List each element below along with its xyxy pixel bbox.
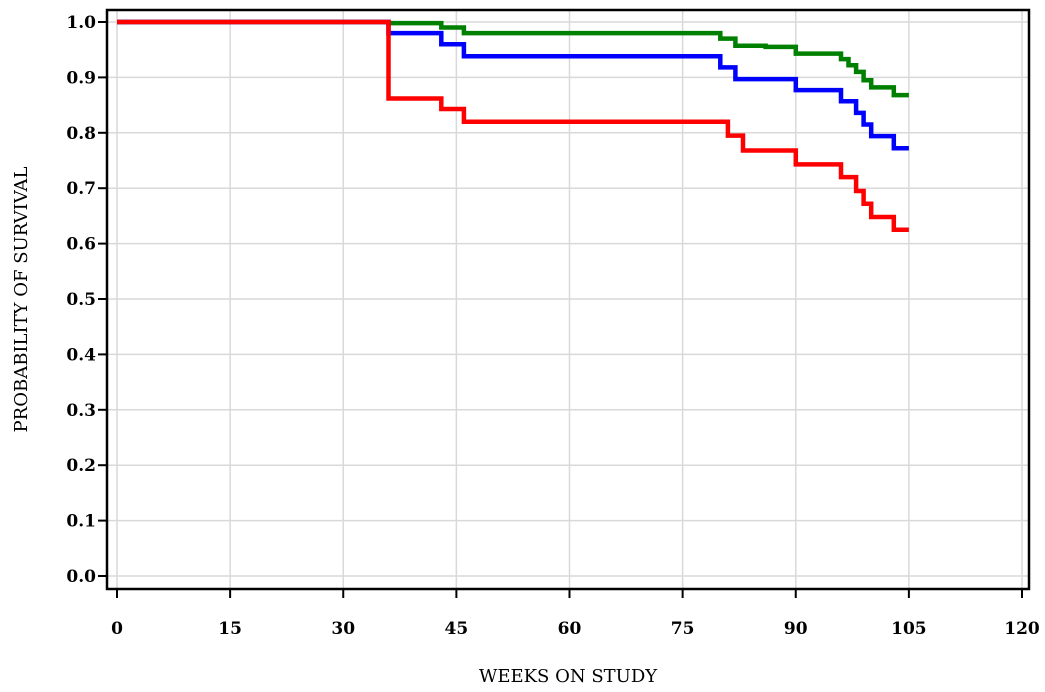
y-tick-label-5: 0.5 bbox=[66, 290, 96, 310]
x-tick-labels: 0 15 30 45 60 75 90 105 120 bbox=[111, 619, 1040, 639]
series-line-3 bbox=[117, 19, 909, 233]
x-tick-label-8: 120 bbox=[1004, 619, 1040, 639]
series-line-2 bbox=[117, 19, 909, 151]
x-axis-title: WEEKS ON STUDY bbox=[479, 666, 658, 687]
x-tick-label-3: 45 bbox=[445, 619, 469, 639]
axis-ticks bbox=[98, 21, 1023, 598]
y-tick-label-10: 1.0 bbox=[66, 13, 96, 33]
series-lines bbox=[117, 19, 909, 233]
y-tick-label-0: 0.0 bbox=[66, 567, 96, 587]
grid-lines bbox=[107, 10, 1029, 589]
y-tick-label-8: 0.8 bbox=[66, 124, 96, 144]
y-tick-label-6: 0.6 bbox=[66, 235, 96, 255]
y-tick-labels: 0.0 0.1 0.2 0.3 0.4 0.5 0.6 0.7 0.8 0.9 1.0 bbox=[66, 13, 96, 587]
x-tick-label-4: 60 bbox=[558, 619, 582, 639]
y-tick-label-3: 0.3 bbox=[66, 401, 96, 421]
series-line-1 bbox=[117, 19, 909, 98]
y-tick-label-4: 0.4 bbox=[66, 345, 96, 365]
y-tick-label-9: 0.9 bbox=[66, 68, 96, 88]
y-tick-label-2: 0.2 bbox=[66, 456, 96, 476]
y-axis-title: PROBABILITY OF SURVIVAL bbox=[11, 167, 32, 433]
x-tick-label-2: 30 bbox=[331, 619, 355, 639]
y-tick-label-1: 0.1 bbox=[66, 512, 96, 532]
y-tick-label-7: 0.7 bbox=[66, 179, 96, 199]
x-tick-label-1: 15 bbox=[218, 619, 242, 639]
x-tick-label-0: 0 bbox=[111, 619, 123, 639]
x-tick-label-6: 90 bbox=[784, 619, 808, 639]
x-tick-label-7: 105 bbox=[891, 619, 927, 639]
x-tick-label-5: 75 bbox=[671, 619, 695, 639]
